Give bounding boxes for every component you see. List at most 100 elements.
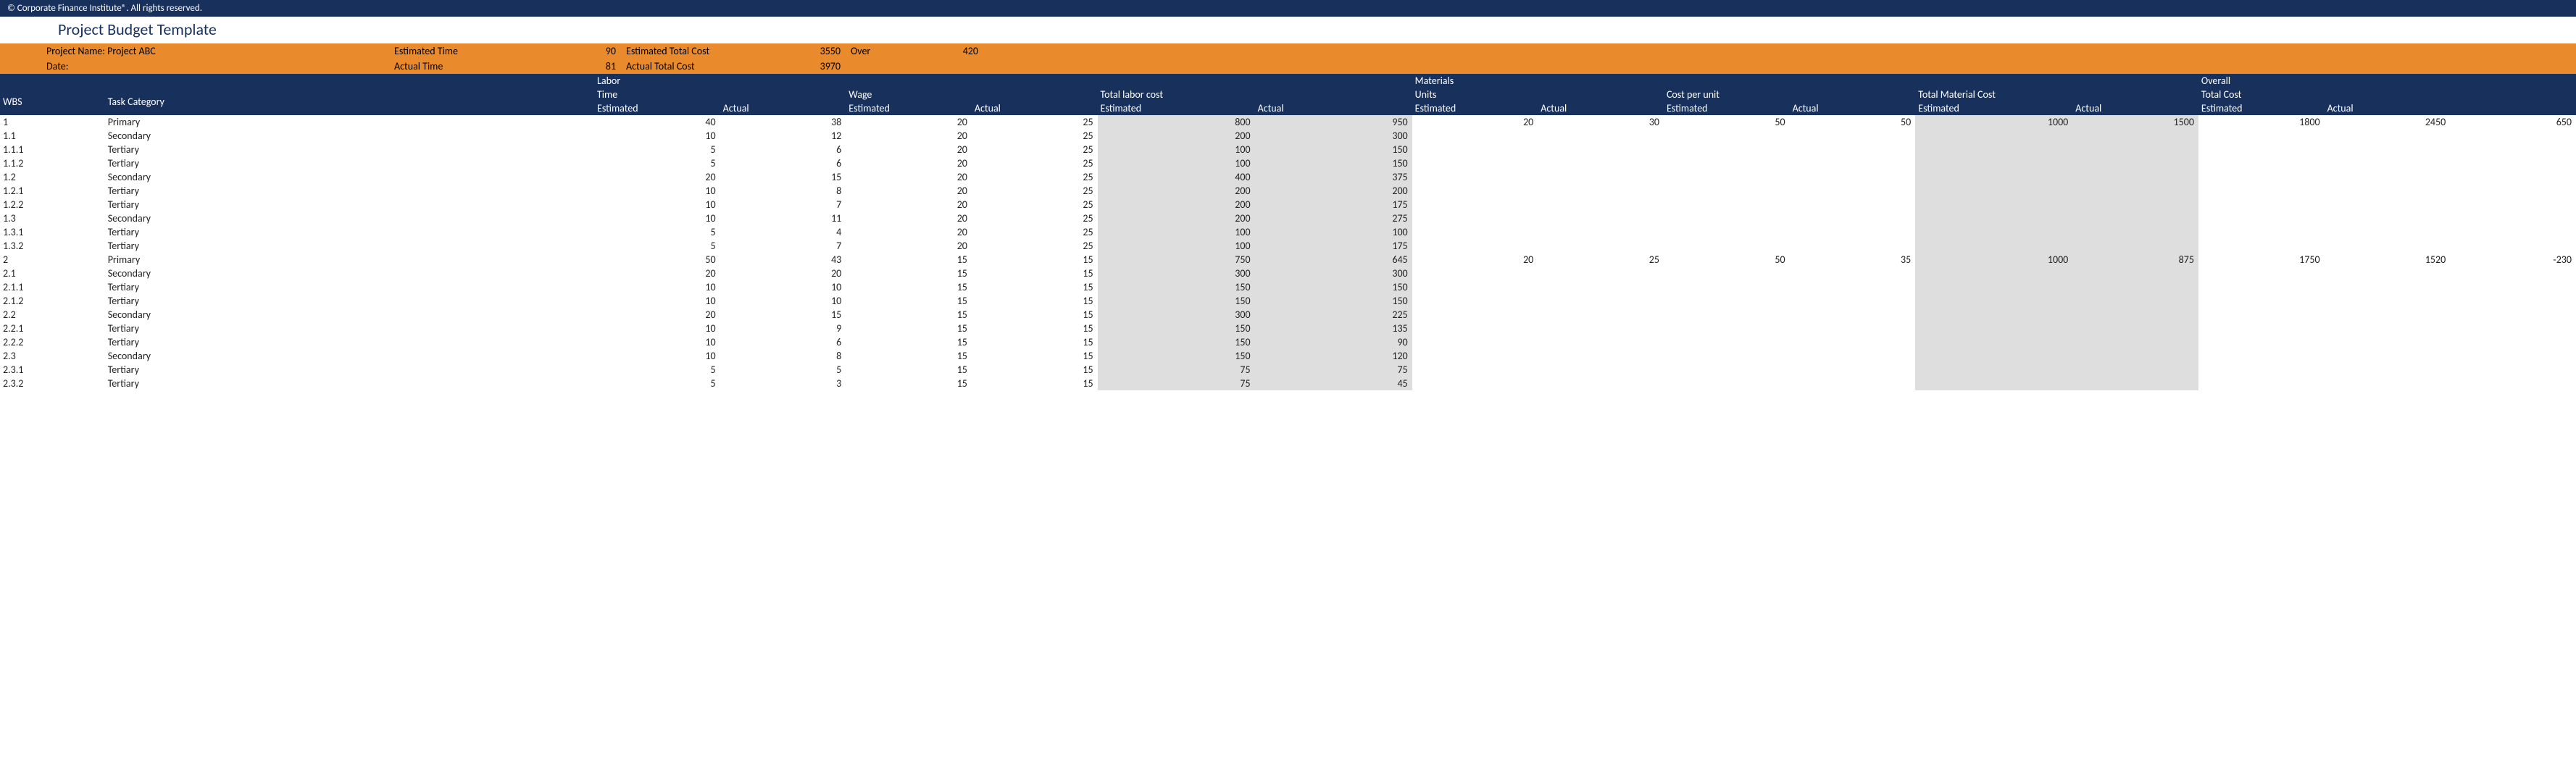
cell: 1500 (2072, 115, 2198, 129)
cell: 15 (846, 335, 972, 349)
cell: 300 (1255, 129, 1412, 143)
hdr-time: Time (594, 88, 846, 101)
cell (1915, 308, 2072, 322)
hdr-wage-act: Actual (972, 101, 1098, 115)
cell: 650 (2450, 115, 2576, 129)
est-time-value: 90 (580, 43, 623, 59)
cell (2198, 294, 2325, 308)
cell: 15 (846, 280, 972, 294)
cell: 43 (720, 253, 846, 267)
cell: 20 (594, 170, 720, 184)
cell (2450, 211, 2576, 225)
page-title: Project Budget Template (0, 17, 2576, 43)
cell: 15 (720, 170, 846, 184)
cell (1790, 225, 1916, 239)
cell: 15 (846, 308, 972, 322)
table-row: 1.1.1Tertiary562025100150 (0, 143, 2576, 156)
cell (1538, 267, 1664, 280)
cell: 25 (972, 156, 1098, 170)
cell: 25 (972, 184, 1098, 198)
cell: 225 (1255, 308, 1412, 322)
table-row: 1.2Secondary20152025400375 (0, 170, 2576, 184)
hdr-units-est: Estimated (1412, 101, 1538, 115)
cell (1790, 156, 1916, 170)
cell: 5 (594, 225, 720, 239)
cell: 75 (1098, 377, 1255, 390)
table-row: 2.2Secondary20151515300225 (0, 308, 2576, 322)
cell: 25 (972, 143, 1098, 156)
hdr-oc-est: Estimated (2198, 101, 2325, 115)
cell (1790, 143, 1916, 156)
cell: 300 (1255, 267, 1412, 280)
cell (1664, 294, 1790, 308)
cell: 11 (720, 211, 846, 225)
cell (1790, 211, 1916, 225)
table-row: 2.3.1Tertiary5515157575 (0, 363, 2576, 377)
table-row: 2.3Secondary1081515150120 (0, 349, 2576, 363)
cell (2198, 322, 2325, 335)
cell (2072, 184, 2198, 198)
cell (2198, 143, 2325, 156)
cell (1915, 211, 2072, 225)
cell: 10 (594, 294, 720, 308)
act-time-label: Actual Time (391, 59, 580, 74)
cell: 100 (1098, 156, 1255, 170)
cell: 20 (846, 170, 972, 184)
cell (1538, 280, 1664, 294)
cell: 10 (594, 198, 720, 211)
cell: 20 (846, 129, 972, 143)
cell: 20 (846, 115, 972, 129)
cell: 275 (1255, 211, 1412, 225)
budget-table: Labor Materials Overall WBS Task Categor… (0, 74, 2576, 390)
cell (1412, 267, 1538, 280)
cell: Primary (105, 253, 594, 267)
cell (2198, 335, 2325, 349)
hdr-lc-est: Estimated (1098, 101, 1255, 115)
cell (2072, 211, 2198, 225)
cell: 20 (846, 156, 972, 170)
cell: 35 (1790, 253, 1916, 267)
cell: 1750 (2198, 253, 2325, 267)
cell: 100 (1098, 143, 1255, 156)
cell: 2.1.1 (0, 280, 105, 294)
est-cost-value: 3550 (783, 43, 848, 59)
cell (1538, 335, 1664, 349)
cell (2198, 308, 2325, 322)
cell: 10 (594, 184, 720, 198)
cell (1915, 267, 2072, 280)
cell (1664, 280, 1790, 294)
cell (1664, 363, 1790, 377)
copyright-text: © Corporate Finance Institute®. All righ… (0, 0, 2576, 17)
cell (2450, 129, 2576, 143)
cell: 15 (972, 377, 1098, 390)
cell (2072, 170, 2198, 184)
cell (2450, 377, 2576, 390)
hdr-materials: Materials (1412, 74, 1664, 88)
cell: 150 (1255, 143, 1412, 156)
cell (2325, 294, 2451, 308)
cell: 15 (972, 363, 1098, 377)
cell (1664, 170, 1790, 184)
cell (1915, 335, 2072, 349)
cell (1412, 170, 1538, 184)
cell (2450, 294, 2576, 308)
cell (1664, 349, 1790, 363)
cell (1412, 239, 1538, 253)
cell: 15 (720, 308, 846, 322)
cell: 135 (1255, 322, 1412, 335)
hdr-wbs: WBS (0, 88, 105, 115)
cell: 25 (972, 129, 1098, 143)
table-row: 2.3.2Tertiary5315157545 (0, 377, 2576, 390)
table-row: 1.3.2Tertiary572025100175 (0, 239, 2576, 253)
cell: 20 (720, 267, 846, 280)
cell (1664, 335, 1790, 349)
hdr-cpu-act: Actual (1790, 101, 1916, 115)
cell: Tertiary (105, 156, 594, 170)
cell: Secondary (105, 170, 594, 184)
cell (1538, 211, 1664, 225)
cell: 12 (720, 129, 846, 143)
cell: Tertiary (105, 294, 594, 308)
hdr-labor: Labor (594, 74, 846, 88)
hdr-oc-act: Actual (2325, 101, 2451, 115)
cell: 1.2.1 (0, 184, 105, 198)
